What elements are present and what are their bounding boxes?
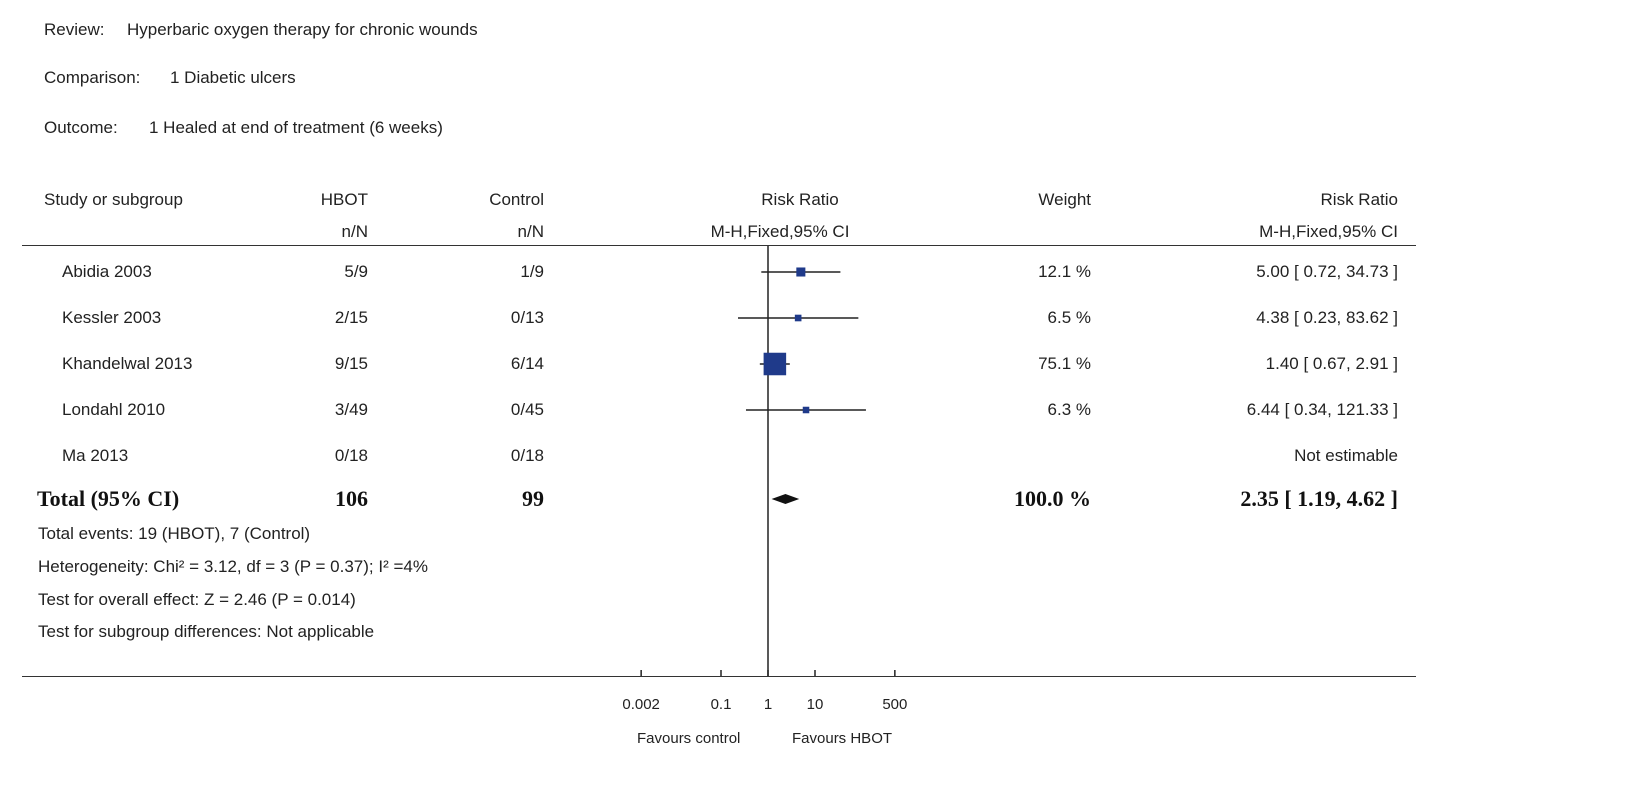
study-marker	[763, 352, 787, 376]
total-hbot: 106	[335, 486, 368, 511]
total-label: Total (95% CI)	[37, 486, 180, 511]
study-risk-ratio: 4.38 [ 0.23, 83.62 ]	[1256, 308, 1398, 327]
total-control: 99	[522, 486, 544, 511]
footnote-subgroup: Test for subgroup differences: Not appli…	[38, 622, 375, 641]
study-risk-ratio: 5.00 [ 0.72, 34.73 ]	[1256, 262, 1398, 281]
total-weight: 100.0 %	[1014, 486, 1091, 511]
total-rr: 2.35 [ 1.19, 4.62 ]	[1240, 486, 1398, 511]
study-control-events: 0/45	[510, 400, 544, 419]
study-risk-ratio: 1.40 [ 0.67, 2.91 ]	[1265, 354, 1398, 373]
study-risk-ratio: 6.44 [ 0.34, 121.33 ]	[1246, 400, 1398, 419]
col-control-header: Control	[489, 190, 544, 209]
study-name: Khandelwal 2013	[62, 354, 193, 373]
axis-tick-label: 500	[882, 696, 908, 713]
axis-tick-label: 0.1	[710, 696, 732, 713]
study-control-events: 6/14	[510, 354, 544, 373]
col-riskratio-sub: M-H,Fixed,95% CI	[1259, 222, 1398, 241]
axis-baseline	[22, 676, 1416, 677]
review-label: Review:	[44, 20, 105, 39]
col-control-sub: n/N	[517, 222, 544, 241]
col-weight-header: Weight	[1038, 190, 1091, 209]
comparison-label: Comparison:	[44, 68, 141, 87]
study-hbot-events: 5/9	[344, 262, 368, 281]
study-hbot-events: 2/15	[334, 308, 368, 327]
col-riskratio-plot-sub: M-H,Fixed,95% CI	[710, 222, 850, 241]
col-hbot-header: HBOT	[320, 190, 368, 209]
study-name: Londahl 2010	[62, 400, 166, 419]
study-marker	[802, 406, 810, 414]
study-weight: 12.1 %	[1038, 262, 1091, 281]
study-name: Abidia 2003	[62, 262, 152, 281]
axis-tick-label: 10	[806, 696, 824, 713]
study-hbot-events: 3/49	[334, 400, 368, 419]
col-study-header: Study or subgroup	[44, 190, 183, 209]
study-control-events: 0/18	[510, 446, 544, 465]
col-riskratio-plot-header: Risk Ratio	[761, 190, 839, 209]
study-hbot-events: 0/18	[334, 446, 368, 465]
study-control-events: 1/9	[520, 262, 544, 281]
footnote-events: Total events: 19 (HBOT), 7 (Control)	[38, 524, 311, 543]
study-risk-ratio: Not estimable	[1294, 446, 1398, 465]
footnote-heterogeneity: Heterogeneity: Chi² = 3.12, df = 3 (P = …	[38, 557, 428, 576]
axis-tick-label: 0.002	[622, 696, 660, 713]
header-divider	[22, 245, 1416, 246]
comparison-title: 1 Diabetic ulcers	[170, 68, 296, 87]
favours-control-label: Favours control	[637, 730, 741, 747]
axis-tick-label: 1	[763, 696, 773, 713]
study-name: Kessler 2003	[62, 308, 162, 327]
study-weight: 6.3 %	[1047, 400, 1091, 419]
study-weight: 75.1 %	[1038, 354, 1091, 373]
review-title: Hyperbaric oxygen therapy for chronic wo…	[127, 20, 478, 39]
outcome-label: Outcome:	[44, 118, 118, 137]
study-marker	[794, 314, 802, 322]
favours-hbot-label: Favours HBOT	[792, 730, 893, 747]
study-control-events: 0/13	[510, 308, 544, 327]
study-hbot-events: 9/15	[334, 354, 368, 373]
outcome-title: 1 Healed at end of treatment (6 weeks)	[149, 118, 443, 137]
pooled-diamond	[771, 494, 800, 504]
col-hbot-sub: n/N	[341, 222, 368, 241]
study-marker	[796, 267, 806, 277]
study-name: Ma 2013	[62, 446, 129, 465]
study-weight: 6.5 %	[1047, 308, 1091, 327]
footnote-overall-effect: Test for overall effect: Z = 2.46 (P = 0…	[38, 590, 356, 609]
col-riskratio-header: Risk Ratio	[1320, 190, 1398, 209]
